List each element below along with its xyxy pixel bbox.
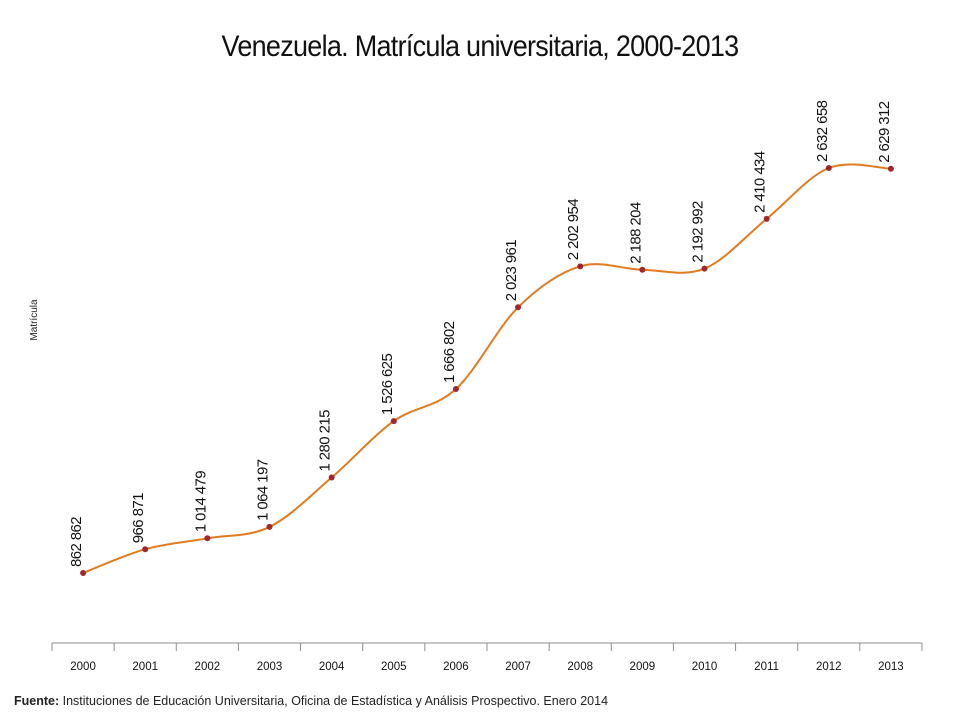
x-tick-label: 2006 (443, 661, 469, 673)
x-tick-label: 2012 (816, 661, 842, 673)
data-point (329, 474, 335, 480)
data-point (204, 535, 210, 541)
data-label: 2 192 992 (690, 201, 707, 263)
data-point (80, 570, 86, 576)
x-tick-label: 2009 (630, 661, 656, 673)
x-tick-label: 2001 (132, 661, 158, 673)
y-axis-label: Matrícula (29, 299, 40, 341)
x-tick-label: 2013 (878, 661, 904, 673)
source-note: Fuente: Instituciones de Educación Unive… (14, 694, 608, 708)
data-label: 862 862 (68, 517, 85, 567)
x-tick-label: 2000 (70, 661, 96, 673)
data-label: 1 280 215 (317, 410, 334, 472)
data-label: 1 014 479 (192, 471, 209, 533)
data-label: 1 064 197 (255, 459, 272, 521)
data-label: 1 666 802 (441, 321, 458, 383)
x-axis: 2000 2001 2002 2003 2004 2005 2006 2007 2008 2009… (52, 643, 922, 673)
source-label: Fuente: (14, 694, 59, 708)
data-label: 2 632 658 (814, 100, 831, 162)
data-label: 1 526 625 (379, 354, 396, 416)
data-point (267, 524, 273, 530)
data-label: 2 629 312 (876, 101, 893, 163)
x-tick-label: 2010 (692, 661, 718, 673)
data-point (764, 216, 770, 222)
data-label: 2 188 204 (627, 202, 644, 264)
data-point (391, 418, 397, 424)
data-point (826, 165, 832, 171)
data-point (142, 546, 148, 552)
data-point (453, 386, 459, 392)
data-point (888, 166, 894, 172)
x-tick-label: 2003 (257, 661, 283, 673)
data-label: 2 410 434 (752, 151, 769, 213)
x-tick-label: 2008 (567, 661, 593, 673)
data-label: 966 871 (130, 493, 147, 543)
data-point (577, 263, 583, 269)
data-label: 2 023 961 (503, 240, 520, 302)
x-tick-label: 2005 (381, 661, 407, 673)
x-tick-label: 2002 (195, 661, 221, 673)
data-label: 2 202 954 (565, 199, 582, 261)
x-tick-label: 2004 (319, 661, 345, 673)
data-point (515, 304, 521, 310)
data-point (702, 266, 708, 272)
source-text: Instituciones de Educación Universitaria… (59, 694, 608, 708)
x-tick-label: 2011 (754, 661, 779, 673)
data-point (639, 267, 645, 273)
data-labels: 862 862 966 871 1 014 479 1 064 197 1 280 21… (68, 100, 893, 567)
x-tick-label: 2007 (505, 661, 531, 673)
